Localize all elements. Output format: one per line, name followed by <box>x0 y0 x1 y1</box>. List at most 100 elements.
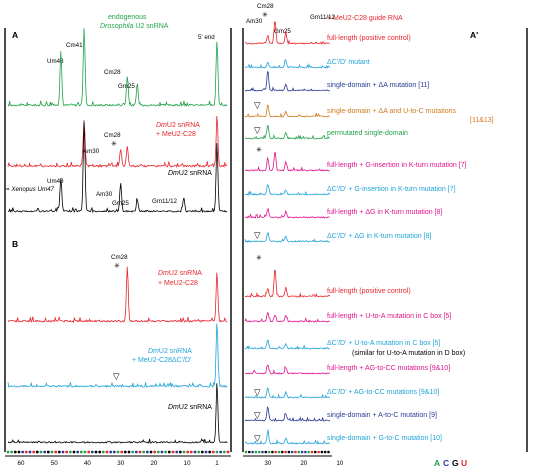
triangle-ap-1: ▽ <box>254 100 261 110</box>
x-tick-label-a: 1 <box>215 460 219 467</box>
nucleotide-dot-ap <box>310 450 314 454</box>
trace-label-ap-4-line2: [11&13] <box>470 117 494 124</box>
trace-b-2 <box>7 323 228 388</box>
nucleotide-dot-a <box>21 450 25 454</box>
nucleotide-dot-a <box>127 450 131 454</box>
nucleotide-dot-a <box>200 450 204 454</box>
trace-label-ap-4: single-domain + ΔA and U-to-C mutations <box>327 108 456 115</box>
trace-label-ap-11: full-length + U-to-A mutation in C box [… <box>327 313 451 320</box>
triangle-ap-4: ▽ <box>254 387 261 397</box>
trace-label-ap-12: ΔC'/D' + U-to-A mutation in C box [5] <box>327 340 440 347</box>
triangle-b: ▽ <box>113 371 120 381</box>
label-am30-mid: Am30 <box>83 148 100 155</box>
nucleotide-dot-a <box>65 450 69 454</box>
nucleotide-dot-a <box>35 450 39 454</box>
nucleotide-dot-ap <box>248 450 251 454</box>
trace-label-ap-14: ΔC'/D' + AG-to-CC mutations [9&10] <box>327 389 439 396</box>
nucleotide-dot-a <box>120 450 124 454</box>
label-ap-cm28: Cm28 <box>257 3 274 10</box>
nucleotide-dot-a <box>197 450 201 454</box>
nucleotide-dot-a <box>90 450 94 454</box>
nucleotide-dot-a <box>94 450 98 454</box>
trace-ap-10 <box>244 269 331 298</box>
x-tick-label-ap: 10 <box>336 460 343 467</box>
trace-title-line1: endogenous <box>108 14 147 21</box>
trace-title-b-dmu2: DmU2 snRNA <box>168 404 212 411</box>
nucleotide-dot-a <box>24 450 28 454</box>
label-xenopus: = Xenopus Um47 <box>6 186 55 193</box>
nucleotide-dot-ap <box>284 450 287 454</box>
nucleotide-dot-a <box>219 450 223 454</box>
trace-a-2 <box>7 115 228 169</box>
trace-b-3 <box>7 383 228 445</box>
panel-b-label: B <box>12 239 18 249</box>
panel-a: A endogenous Drosophila U2 snRNA Um48 Cm… <box>4 14 232 452</box>
trace-ap-6 <box>244 152 330 172</box>
nucleotide-dot-a <box>109 450 113 454</box>
nucleotide-dot-a <box>76 450 80 454</box>
x-tick-label-ap: 30 <box>264 460 271 467</box>
nucleotide-dot-ap <box>257 450 261 454</box>
nucleotide-dot-a <box>138 450 142 454</box>
nucleotide-dot-ap <box>287 450 291 454</box>
panel-a-label: A <box>12 30 18 40</box>
asterisk-ap-top: ✳ <box>262 11 268 19</box>
nucleotide-dot-a <box>175 450 179 454</box>
trace-title-dmu2-meu2-l2: + MeU2-C28 <box>156 131 196 138</box>
x-tick-label-a: 60 <box>18 460 25 467</box>
nucleotide-dot-a <box>153 450 157 454</box>
nucleotide-dot-ap <box>307 450 311 454</box>
triangle-ap-6: ▽ <box>254 433 261 443</box>
nucleotide-dot-a <box>6 450 10 454</box>
trace-ap-5 <box>244 125 330 140</box>
nucleotide-dot-ap <box>274 450 278 454</box>
nucleotide-dot-a <box>87 450 91 454</box>
trace-ap-3 <box>244 71 331 92</box>
trace-title-b-meu2-l2: + MeU2-C28 <box>158 280 198 287</box>
label-gm1112-bottom: Gm11/12 <box>152 198 178 205</box>
nucleotide-dot-ap <box>314 450 317 454</box>
trace-title-b-mut-l2: + MeU2-C28ΔC'/D' <box>132 357 191 364</box>
panel-ap-label: A' <box>470 30 478 40</box>
label-cm41-top: Cm41 <box>66 42 83 49</box>
label-ap-gm1112: Gm11/12 <box>310 14 336 21</box>
trace-layer <box>7 21 331 445</box>
nucleotide-dot-ap <box>267 450 271 454</box>
nucleotide-dot-ap <box>297 450 301 454</box>
label-um48-top: Um48 <box>47 58 64 65</box>
trace-title-b-meu2-l1: DmU2 snRNA <box>158 270 202 277</box>
trace-label-ap-16: single-domain + G-to-C mutation [10] <box>327 435 442 442</box>
trace-title-dmu2: DmU2 snRNA <box>168 170 212 177</box>
trace-title-dmu2-meu2-l1: DmU2 snRNA <box>156 122 200 129</box>
trace-a-3 <box>7 121 228 214</box>
nucleotide-dot-a <box>83 450 87 454</box>
x-tick-label-a: 50 <box>51 460 58 467</box>
panel-ap-header: + MeU2-C28 guide RNA <box>327 15 403 22</box>
nucleotide-dot-a <box>112 450 116 454</box>
trace-title-line2: Drosophila U2 snRNA <box>100 23 169 30</box>
label-cm28-b: Cm28 <box>111 254 128 261</box>
nucleotide-dot-ap <box>323 450 327 454</box>
nucleotide-dot-a <box>32 450 36 454</box>
trace-label-ap-6: full-length + G-insertion in K-turn muta… <box>327 162 467 169</box>
nucleotide-dot-a <box>43 450 47 454</box>
nucleotide-dot-ap <box>304 450 307 454</box>
trace-ap-1 <box>244 21 331 46</box>
nucleotide-dot-ap <box>281 450 284 454</box>
trace-ap-2 <box>244 59 331 69</box>
trace-ap-14 <box>244 387 331 399</box>
nucleotide-dot-a <box>178 450 182 454</box>
nucleotide-dot-a <box>186 450 190 454</box>
base-legend-a: A <box>434 458 440 468</box>
nucleotide-dot-a <box>189 450 193 454</box>
nucleotide-dot-a <box>164 450 168 454</box>
nucleotide-dot-a <box>204 450 208 454</box>
x-tick-label-a: 40 <box>84 460 91 467</box>
nucleotide-dot-a <box>145 450 149 454</box>
nucleotide-dot-a <box>215 450 219 454</box>
nucleotide-dot-ap <box>327 450 330 454</box>
nucleotide-dot-a <box>68 450 72 454</box>
trace-ap-8 <box>244 207 330 219</box>
nucleotide-dot-a <box>116 450 120 454</box>
label-cm28-mid: Cm28 <box>104 132 121 139</box>
